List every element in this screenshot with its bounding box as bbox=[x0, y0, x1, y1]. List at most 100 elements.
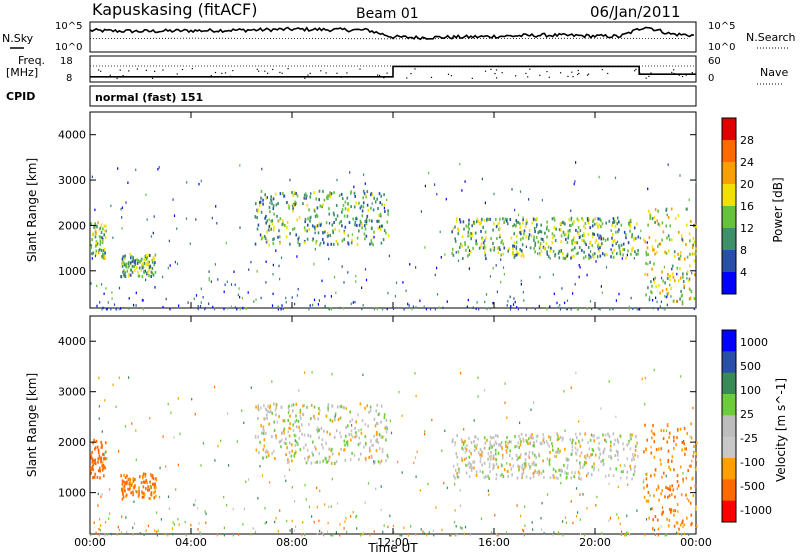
velocity-cell bbox=[99, 456, 101, 460]
power-scatter-cell bbox=[237, 293, 239, 297]
power-cell bbox=[142, 262, 144, 266]
power-scatter-cell bbox=[679, 174, 681, 177]
velocity-scatter-cell bbox=[563, 390, 565, 393]
velocity-scatter-cell bbox=[197, 528, 199, 531]
power-scatter-cell bbox=[225, 241, 227, 245]
velocity-cell bbox=[628, 439, 630, 443]
velocity-cell bbox=[692, 454, 695, 458]
power-cell bbox=[377, 207, 379, 210]
power-scatter-cell bbox=[120, 307, 122, 310]
power-scatter-cell bbox=[632, 307, 634, 310]
power-cell bbox=[460, 242, 462, 246]
power-scatter-cell bbox=[598, 307, 600, 310]
power-cell bbox=[490, 237, 492, 241]
velocity-cell bbox=[514, 435, 516, 439]
velocity-scatter-cell bbox=[330, 533, 332, 537]
power-scatter-cell bbox=[662, 307, 664, 310]
velocity-cell bbox=[689, 501, 692, 505]
power-cell bbox=[94, 244, 97, 248]
power-cell bbox=[617, 230, 619, 234]
velocity-scatter-cell bbox=[298, 389, 300, 392]
power-cell bbox=[455, 219, 458, 223]
velocity-scatter-cell bbox=[682, 480, 684, 484]
velocity-cell bbox=[334, 412, 337, 416]
power-cell bbox=[650, 290, 652, 294]
velocity-scatter-cell bbox=[194, 412, 196, 416]
velocity-scatter-cell bbox=[104, 467, 107, 470]
power-cell bbox=[154, 261, 156, 265]
velocity-cell bbox=[387, 455, 389, 459]
power-scatter-cell bbox=[152, 231, 154, 235]
power-cell bbox=[468, 222, 470, 226]
power-scatter-cell bbox=[615, 299, 617, 302]
power-cell bbox=[147, 263, 150, 267]
velocity-cell bbox=[665, 486, 667, 489]
power-cell bbox=[286, 201, 288, 204]
power-scatter-cell bbox=[468, 249, 471, 252]
velocity-cell bbox=[365, 441, 367, 445]
power-cell bbox=[319, 243, 321, 247]
velocity-cell bbox=[556, 438, 559, 442]
velocity-scatter-cell bbox=[132, 526, 134, 529]
power-cell bbox=[651, 284, 653, 288]
power-cell bbox=[583, 256, 585, 260]
velocity-cell bbox=[151, 474, 154, 478]
power-scatter-cell bbox=[600, 285, 602, 288]
nave-dot bbox=[272, 68, 274, 71]
power-cell bbox=[573, 254, 575, 258]
date-title: 06/Jan/2011 bbox=[590, 3, 681, 21]
velocity-cell bbox=[677, 428, 679, 432]
power-cell bbox=[377, 226, 379, 230]
velocity-cell bbox=[472, 460, 474, 464]
power-scatter-cell bbox=[310, 192, 312, 195]
power-scatter-cell bbox=[610, 229, 612, 232]
power-cell bbox=[260, 210, 263, 214]
power-cell bbox=[539, 245, 542, 248]
velocity-cell bbox=[520, 453, 522, 457]
velocity-cell bbox=[375, 421, 378, 425]
power-cell bbox=[651, 291, 653, 295]
velocity-cell bbox=[634, 453, 636, 457]
velocity-cell bbox=[566, 466, 569, 470]
power-scatter-cell bbox=[296, 294, 298, 297]
power-scatter-cell bbox=[187, 301, 189, 304]
power-scatter-cell bbox=[96, 304, 98, 308]
velocity-cell bbox=[668, 524, 670, 528]
velocity-cell bbox=[254, 435, 257, 439]
power-cell bbox=[506, 222, 509, 226]
power-scatter-cell bbox=[455, 251, 457, 254]
power-scatter-cell bbox=[646, 241, 648, 244]
velocity-cell bbox=[532, 436, 534, 440]
velocity-cell bbox=[651, 507, 653, 511]
power-scatter-cell bbox=[656, 300, 658, 304]
velocity-cell bbox=[271, 452, 273, 456]
velocity-cell bbox=[676, 521, 679, 525]
power-cell bbox=[683, 284, 685, 288]
power-cell bbox=[295, 233, 297, 237]
velocity-scatter-cell bbox=[194, 499, 196, 502]
velocity-scatter-cell bbox=[102, 461, 104, 465]
velocity-cell bbox=[681, 448, 683, 452]
velocity-cell bbox=[313, 417, 316, 421]
velocity-cell bbox=[682, 477, 684, 481]
power-scatter-cell bbox=[597, 255, 599, 258]
velocity-scatter-cell bbox=[311, 371, 313, 374]
power-colorbar-swatch bbox=[722, 140, 736, 163]
power-scatter-cell bbox=[226, 280, 228, 283]
power-cell bbox=[513, 255, 516, 259]
velocity-cell bbox=[542, 469, 545, 473]
velocity-cell bbox=[668, 494, 671, 498]
velocity-cell bbox=[503, 468, 506, 472]
velocity-cell bbox=[371, 444, 373, 447]
time-tick-label: 12:00 bbox=[377, 536, 409, 549]
nave-dot bbox=[258, 70, 260, 72]
velocity-scatter-cell bbox=[311, 515, 313, 518]
velocity-cell bbox=[143, 480, 146, 484]
velocity-cell bbox=[693, 445, 695, 448]
power-cell bbox=[688, 277, 691, 281]
power-scatter-cell bbox=[141, 299, 143, 302]
velocity-scatter-cell bbox=[252, 527, 254, 530]
power-scatter-cell bbox=[436, 293, 439, 296]
velocity-scatter-cell bbox=[362, 531, 364, 535]
velocity-cell bbox=[608, 474, 610, 477]
